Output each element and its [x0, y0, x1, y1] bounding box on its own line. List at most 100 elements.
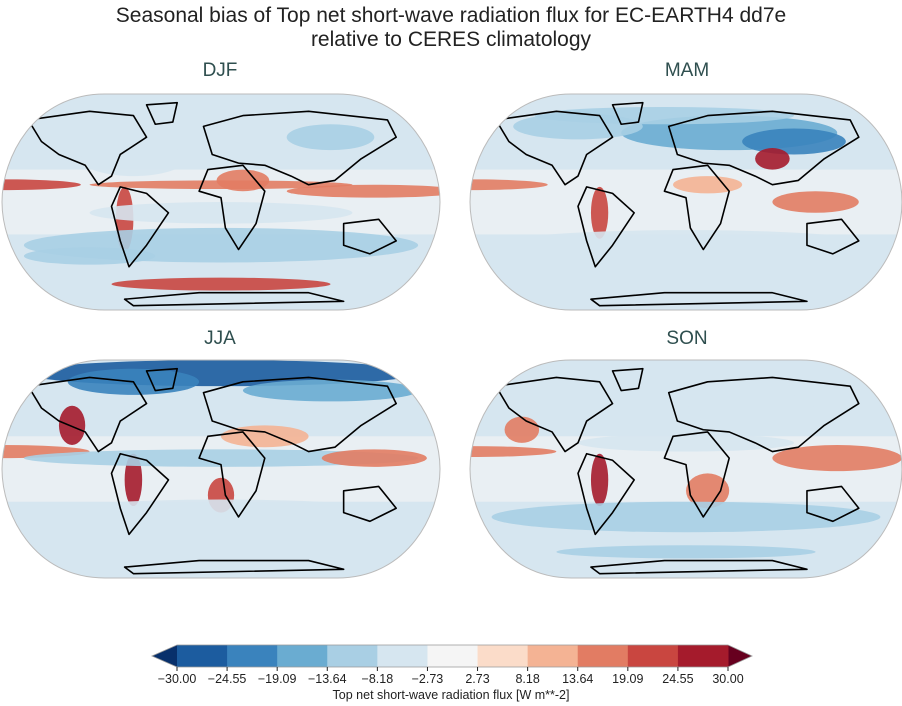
colorbar-segment	[477, 645, 529, 667]
bias-region	[556, 545, 816, 559]
bias-region	[772, 445, 902, 472]
bias-region	[242, 379, 419, 402]
map-mam	[470, 94, 902, 310]
colorbar-tick: −2.73	[411, 672, 444, 686]
coastline	[342, 485, 397, 523]
bias-region	[673, 176, 743, 194]
bias-region	[2, 179, 81, 191]
colorbar-tick: 19.09	[612, 672, 644, 686]
figure-title-line1: Seasonal bias of Top net short-wave radi…	[115, 4, 787, 27]
bias-region	[111, 277, 331, 291]
bias-region	[590, 186, 609, 239]
bias-region	[590, 453, 609, 507]
panel-title-jja: JJA	[204, 328, 236, 349]
colorbar-tick: 30.00	[712, 672, 744, 686]
colorbar-tick: −19.09	[257, 672, 297, 686]
coastline	[110, 452, 170, 536]
bias-region	[686, 392, 816, 415]
colorbar-tick: −13.64	[307, 672, 347, 686]
colorbar	[151, 644, 753, 671]
map-djf	[2, 94, 440, 310]
bias-region	[286, 184, 440, 198]
bias-region	[58, 405, 86, 446]
coastline	[27, 110, 148, 186]
figure-title-line2: relative to CERES climatology	[310, 28, 592, 51]
colorbar-segment	[627, 645, 679, 667]
coastline	[123, 559, 345, 575]
colorbar-tick: 2.73	[465, 672, 490, 686]
colorbar-segment	[227, 645, 278, 667]
panel-title-son: SON	[666, 328, 708, 349]
bias-region	[742, 128, 846, 155]
colorbar-tick: −30.00	[157, 672, 197, 686]
colorbar-segment	[377, 645, 428, 667]
map-boundary	[1, 93, 441, 311]
bias-region	[45, 499, 397, 526]
coastline	[667, 376, 860, 453]
colorbar-segment	[327, 645, 378, 667]
bias-region	[89, 202, 353, 224]
coastline	[145, 367, 178, 392]
map-son	[470, 360, 902, 578]
coastline	[611, 101, 644, 126]
colorbar-extend-max	[728, 645, 752, 667]
coastline	[663, 164, 730, 251]
coastline	[577, 452, 635, 536]
colorbar-segment	[677, 645, 729, 667]
bias-region	[470, 179, 548, 191]
bias-region	[534, 106, 795, 125]
bias-region	[124, 453, 143, 507]
bias-region	[491, 501, 881, 533]
coastline	[495, 376, 614, 453]
colorbar-tick: 13.64	[562, 672, 594, 686]
panel-title-djf: DJF	[202, 60, 238, 81]
coastline	[577, 186, 635, 268]
bias-region	[772, 191, 859, 213]
colorbar-tick: 8.18	[515, 672, 540, 686]
coastline	[202, 110, 397, 186]
coastline	[123, 291, 345, 307]
coastline	[202, 376, 397, 453]
map-boundary	[469, 359, 902, 579]
coastline	[663, 431, 730, 518]
colorbar-tick: 24.55	[662, 672, 694, 686]
coastline	[806, 218, 860, 255]
coastline	[590, 559, 808, 575]
colorbar-label: Top net short-wave radiation flux [W m**…	[332, 688, 570, 702]
colorbar-segment	[577, 645, 629, 667]
colorbar-extend-min	[152, 645, 177, 667]
bias-region	[286, 124, 375, 151]
bias-region	[504, 416, 540, 443]
colorbar-segment	[427, 645, 479, 667]
colorbar-segment	[277, 645, 328, 667]
coastline	[110, 186, 170, 268]
bias-region	[80, 141, 186, 177]
bias-region	[578, 434, 794, 452]
coastline	[590, 291, 808, 307]
bias-region	[755, 148, 790, 170]
panel-title-mam: MAM	[664, 60, 710, 81]
colorbar-tick: −24.55	[207, 672, 247, 686]
colorbar-tick: −8.18	[361, 672, 394, 686]
bias-region	[526, 392, 630, 415]
coastline	[198, 164, 266, 251]
bias-region	[23, 247, 156, 265]
coastline	[198, 431, 266, 518]
coastline	[611, 367, 644, 392]
coastline	[145, 101, 178, 126]
colorbar-segment	[177, 645, 228, 667]
coastline	[27, 376, 148, 453]
map-boundary	[469, 93, 902, 311]
coastline	[667, 110, 860, 186]
bias-region	[216, 169, 270, 192]
coastline	[495, 110, 614, 186]
coastline	[806, 485, 860, 523]
bias-region	[491, 230, 881, 261]
map-boundary	[1, 359, 441, 579]
map-jja	[2, 360, 440, 578]
bias-region	[686, 473, 730, 509]
colorbar-segment	[527, 645, 579, 667]
coastline	[342, 218, 397, 255]
bias-region	[321, 449, 427, 467]
